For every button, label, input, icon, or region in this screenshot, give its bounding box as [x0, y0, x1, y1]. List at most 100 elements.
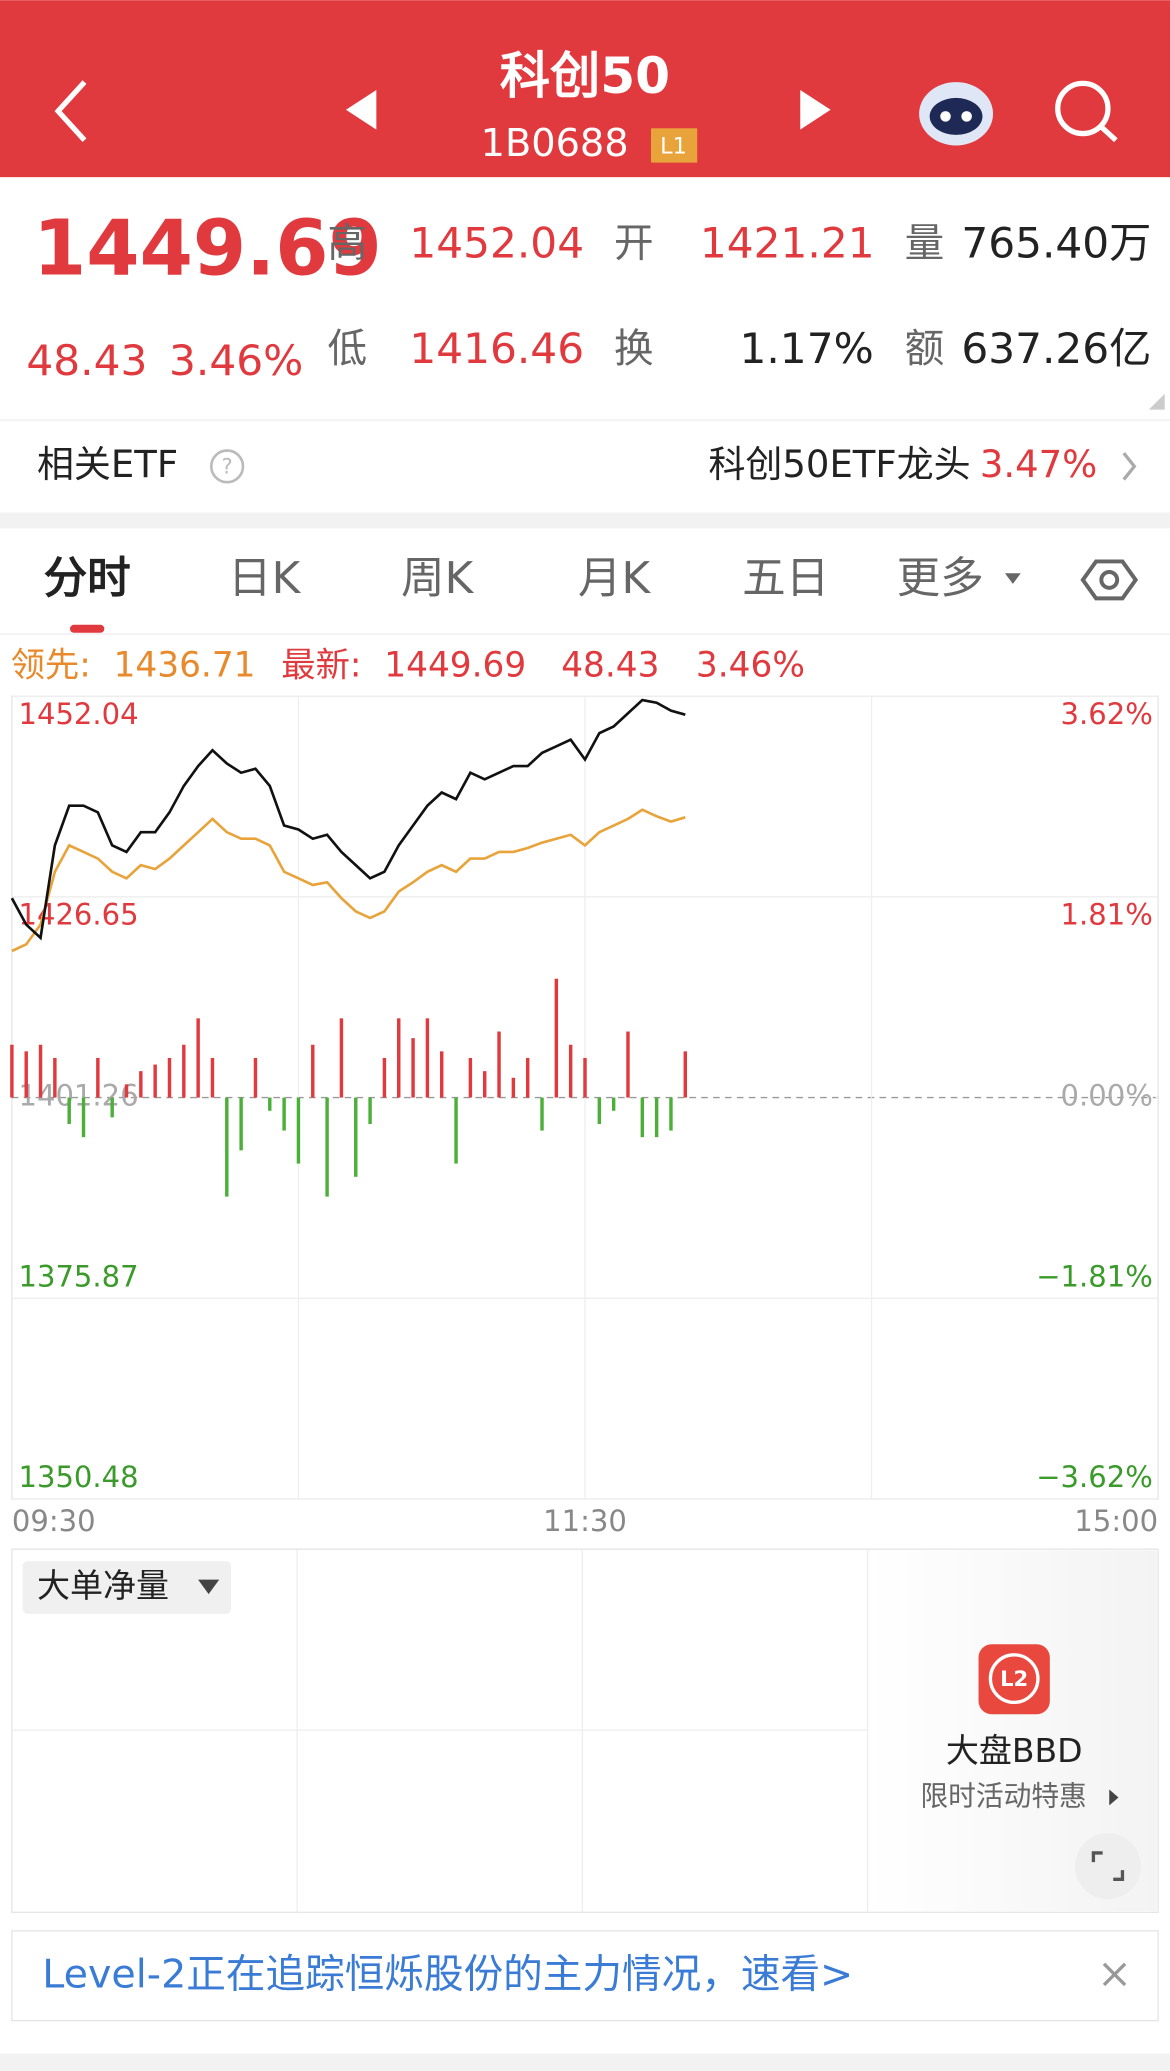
legend-change: 48.43 — [561, 646, 659, 686]
y-tick-label: 1401.26 — [18, 1079, 138, 1113]
volume-bar — [339, 1018, 344, 1098]
volume-bar — [626, 1031, 630, 1098]
x-tick-label: 11:30 — [543, 1504, 627, 1538]
volume-bar — [24, 1051, 28, 1098]
field-value: 1452.04 — [409, 218, 584, 267]
field-label: 开 — [614, 220, 654, 266]
volume-bar — [411, 1038, 415, 1098]
etf-pct: 3.47% — [980, 443, 1097, 486]
etf-name: 科创50ETF龙头 — [708, 443, 970, 486]
volume-bar — [497, 1031, 501, 1098]
volume-bar — [640, 1097, 645, 1138]
y2-tick-label: 1.81% — [1061, 898, 1153, 932]
volume-bar — [296, 1097, 301, 1164]
volume-bar — [382, 1057, 387, 1098]
separator — [0, 512, 1170, 529]
volume-bar — [482, 1071, 487, 1098]
volume-bar — [669, 1097, 673, 1131]
tab[interactable]: 日K — [228, 554, 302, 604]
volume-bar — [454, 1097, 458, 1164]
help-icon[interactable] — [209, 449, 245, 484]
selector-caret — [198, 1579, 220, 1595]
title: 科创50 — [500, 46, 670, 105]
volume-bar — [583, 1057, 587, 1098]
legend-value: 1449.69 — [384, 646, 526, 686]
volume-bar — [153, 1064, 157, 1098]
volume-bar — [196, 1018, 200, 1098]
code: 1B0688 — [481, 121, 629, 166]
volume-bar — [268, 1097, 272, 1111]
tab[interactable]: 分时 — [44, 554, 131, 604]
volume-bar — [311, 1044, 315, 1098]
volume-bar — [53, 1057, 57, 1098]
volume-bar — [81, 1097, 86, 1138]
volume-bar — [511, 1077, 516, 1098]
close-button[interactable] — [1102, 1962, 1127, 1987]
y2-tick-label: −3.62% — [1036, 1460, 1153, 1494]
y2-tick-label: −1.81% — [1036, 1259, 1153, 1293]
tab[interactable]: 月K — [578, 554, 652, 604]
legend-name: 最新: — [281, 646, 361, 686]
price-line — [10, 698, 686, 941]
promo-icon-ring — [988, 1653, 1040, 1705]
etf-row[interactable]: 相关ETF ? 科创50ETF龙头 3.47% — [37, 443, 1137, 486]
chevron — [1122, 452, 1137, 481]
volume-bar — [38, 1044, 43, 1098]
badge: L1 — [660, 133, 687, 159]
selector[interactable] — [22, 1561, 232, 1614]
banner-text: Level-2正在追踪恒烁股份的主力情况，速看> — [42, 1952, 853, 1998]
volume-bar — [354, 1097, 358, 1177]
settings-dot — [1099, 570, 1120, 590]
search-button[interactable] — [1055, 80, 1118, 143]
volume-bar — [397, 1018, 401, 1098]
settings-button[interactable] — [1080, 559, 1139, 601]
promo[interactable]: L2 大盘BBD 限时活动特惠 — [920, 1644, 1119, 1812]
field-value: 1421.21 — [700, 218, 875, 267]
volume-bar — [325, 1097, 329, 1197]
banner[interactable]: Level-2正在追踪恒烁股份的主力情况，速看> — [11, 1930, 1159, 2022]
field-value: 1416.46 — [409, 324, 584, 373]
y-tick-label: 1426.65 — [18, 898, 138, 932]
help-mark: ? — [222, 454, 233, 479]
volume-bar — [525, 1057, 530, 1098]
badge-bg — [651, 128, 698, 163]
legend-name: 领先: — [11, 646, 91, 686]
tab[interactable]: 更多 — [897, 554, 984, 604]
next-button[interactable] — [800, 89, 831, 130]
change-pct: 3.46% — [169, 336, 303, 385]
volume-bar — [440, 1051, 444, 1098]
tabs: 分时 日K 周K 月K 五日 更多 — [44, 554, 1021, 604]
flow-panel: 大单净量 L2 大盘BBD 限时活动特惠 — [11, 1548, 1159, 1913]
field-label: 低 — [327, 326, 367, 372]
field-value: 1.17% — [740, 324, 874, 373]
back-button[interactable] — [54, 80, 87, 142]
volume-bar — [611, 1097, 616, 1111]
volume-bar — [139, 1071, 143, 1098]
promo-arrow — [1109, 1789, 1119, 1806]
field-label: 换 — [614, 326, 654, 372]
volume-bar — [239, 1097, 243, 1151]
promo-sub: 限时活动特惠 — [920, 1779, 1086, 1812]
tab[interactable]: 周K — [401, 554, 475, 604]
volume-bar — [225, 1097, 229, 1197]
expand-button[interactable] — [1074, 1833, 1141, 1900]
volume-bar — [568, 1044, 573, 1098]
x-tick-label: 15:00 — [1074, 1504, 1158, 1538]
volume-bar — [96, 1057, 100, 1098]
y-tick-label: 1350.48 — [18, 1460, 138, 1494]
volume-bar — [540, 1097, 544, 1131]
tab[interactable]: 五日 — [742, 554, 829, 604]
volume-bar — [368, 1097, 372, 1124]
volume-bar — [282, 1097, 286, 1131]
volume-bar — [210, 1057, 215, 1098]
volume-bar — [554, 978, 559, 1098]
volume-bar — [597, 1097, 602, 1124]
y2-tick-label: 0.00% — [1061, 1079, 1153, 1113]
price: 1449.69 — [33, 205, 382, 294]
prev-button[interactable] — [345, 89, 377, 130]
robot-icon[interactable] — [919, 82, 994, 146]
change: 48.43 — [26, 336, 147, 385]
field-label: 量 — [905, 220, 945, 266]
tab-caret — [1004, 573, 1021, 584]
volume-bar — [654, 1097, 659, 1138]
